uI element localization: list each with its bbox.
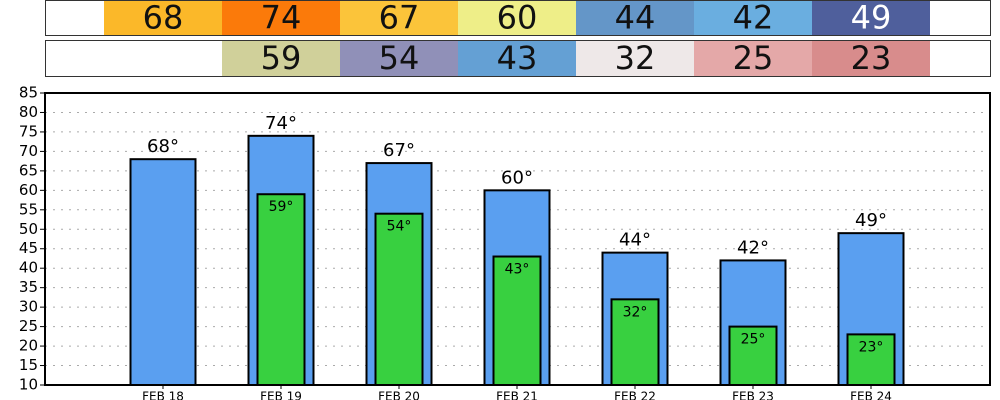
low-label: 32°	[623, 304, 648, 320]
high-label: 44°	[619, 230, 651, 251]
table-cell-value: 59	[261, 39, 302, 77]
table-cell-value: 25	[733, 39, 774, 77]
table-cell-value: 67	[379, 0, 420, 37]
high-bar	[129, 158, 197, 386]
y-tick-label: 85	[19, 84, 38, 102]
table-cell-value: 74	[261, 0, 302, 37]
x-tick-label: FEB 21	[496, 390, 538, 400]
table-cell	[458, 1, 576, 35]
table-cell	[222, 41, 340, 76]
table-cell	[812, 1, 930, 35]
y-tick-label: 40	[19, 259, 38, 277]
y-tick-label: 25	[19, 317, 38, 335]
table-cell	[340, 1, 458, 35]
x-tick-label: FEB 24	[850, 390, 892, 400]
high-label: 42°	[737, 237, 769, 258]
low-label: 54°	[387, 219, 412, 235]
table-cell	[104, 1, 222, 35]
x-tick-label: FEB 19	[260, 390, 302, 400]
table-cell	[694, 41, 812, 76]
low-label: 23°	[859, 339, 884, 355]
y-tick-label: 20	[19, 337, 38, 355]
x-tick-label: FEB 18	[142, 390, 184, 400]
table-cell-value: 43	[497, 39, 538, 77]
table-cell-value: 54	[379, 39, 420, 77]
y-tick-label: 15	[19, 356, 38, 374]
y-tick-label: 75	[19, 122, 38, 140]
high-label: 74°	[265, 113, 297, 134]
high-label: 67°	[383, 140, 415, 161]
low-bar	[256, 193, 306, 386]
table-cell-value: 68	[143, 0, 184, 37]
y-tick-label: 35	[19, 278, 38, 296]
table-cell	[458, 41, 576, 76]
y-tick-label: 65	[19, 161, 38, 179]
high-label: 68°	[147, 136, 179, 157]
table-cell	[576, 1, 694, 35]
low-bar	[728, 325, 778, 387]
low-bar	[610, 298, 660, 387]
table-cell-value: 49	[851, 0, 892, 37]
low-label: 59°	[269, 199, 294, 215]
table-cell	[340, 41, 458, 76]
low-bar	[374, 212, 424, 386]
table-cell-value: 44	[615, 0, 656, 37]
table-cell	[576, 41, 694, 76]
x-tick-label: FEB 23	[732, 390, 774, 400]
table-cell-value: 32	[615, 39, 656, 77]
table-cell-value: 23	[851, 39, 892, 77]
low-label: 25°	[741, 332, 766, 348]
y-tick-label: 55	[19, 200, 38, 218]
y-tick-label: 70	[19, 142, 38, 160]
high-label: 49°	[855, 210, 887, 231]
y-tick-label: 80	[19, 103, 38, 121]
x-tick-label: FEB 22	[614, 390, 656, 400]
table-cell-value: 60	[497, 0, 538, 37]
high-label: 60°	[501, 167, 533, 188]
table-cell	[222, 1, 340, 35]
low-label: 43°	[505, 262, 530, 278]
y-tick-label: 60	[19, 181, 38, 199]
y-tick-label: 30	[19, 298, 38, 316]
y-tick-label: 50	[19, 220, 38, 238]
table-cell-value: 42	[733, 0, 774, 37]
x-tick-label: FEB 20	[378, 390, 420, 400]
table-cell	[694, 1, 812, 35]
y-tick-label: 45	[19, 239, 38, 257]
y-tick-label: 10	[19, 376, 38, 394]
table-cell	[812, 41, 930, 76]
